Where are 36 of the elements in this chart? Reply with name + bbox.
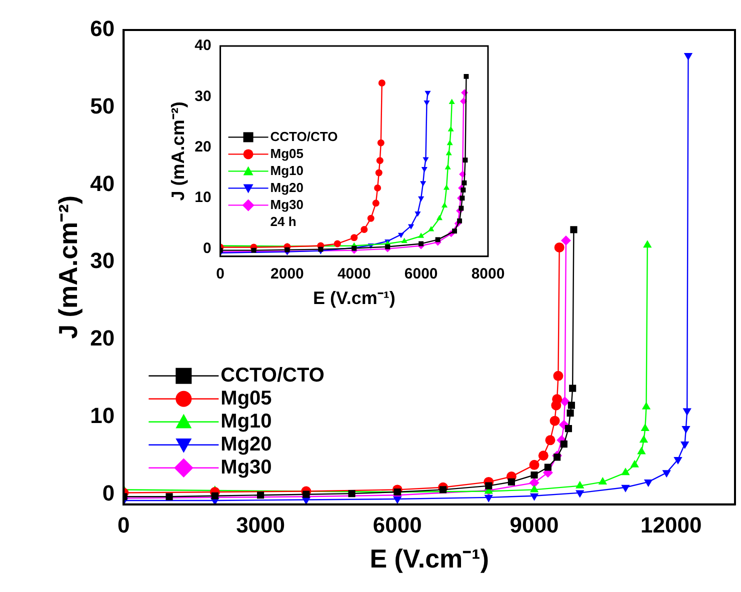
x-tick-label: 3000 bbox=[236, 512, 286, 538]
legend-label: CCTO/CTO bbox=[270, 128, 338, 144]
y-tick-label: 10 bbox=[90, 403, 115, 428]
y-tick-label: 20 bbox=[90, 326, 115, 351]
legend-label: Mg05 bbox=[270, 146, 304, 161]
x-tick-label: 6000 bbox=[404, 266, 438, 283]
x-tick-label: 0 bbox=[216, 266, 224, 283]
legend-label: CCTO/CTO bbox=[220, 364, 324, 386]
legend-label: Mg30 bbox=[220, 456, 272, 478]
y-axis-title: J (mA.cm⁻²) bbox=[168, 102, 188, 201]
y-tick-label: 20 bbox=[194, 138, 212, 156]
x-tick-label: 4000 bbox=[337, 266, 371, 283]
legend-label: Mg20 bbox=[220, 433, 272, 456]
y-tick-label: 50 bbox=[90, 93, 115, 118]
y-tick-label: 0 bbox=[102, 480, 115, 506]
y-axis-title: J (mA.cm⁻²) bbox=[52, 196, 83, 339]
legend-label: Mg10 bbox=[220, 410, 272, 432]
y-tick-label: 0 bbox=[202, 240, 212, 257]
y-tick-label: 60 bbox=[90, 16, 115, 42]
legend-label: Mg10 bbox=[270, 162, 304, 178]
x-tick-label: 9000 bbox=[510, 512, 559, 538]
y-tick-label: 40 bbox=[194, 37, 212, 54]
legend-label: Mg30 bbox=[270, 196, 304, 212]
x-axis-title: E (V.cm⁻¹) bbox=[312, 288, 396, 308]
x-tick-label: 8000 bbox=[471, 266, 505, 283]
x-tick-label: 2000 bbox=[270, 266, 304, 283]
legend-label: Mg20 bbox=[270, 180, 304, 195]
x-tick-label: 6000 bbox=[372, 512, 422, 538]
x-axis-title: E (V.cm⁻¹) bbox=[370, 544, 489, 574]
y-tick-label: 30 bbox=[194, 88, 212, 105]
x-tick-label: 12000 bbox=[640, 512, 702, 538]
legend-label: Mg05 bbox=[220, 387, 272, 410]
y-tick-label: 40 bbox=[90, 170, 115, 196]
y-tick-label: 30 bbox=[90, 248, 115, 274]
y-tick-label: 10 bbox=[194, 189, 212, 206]
annotation: 24 h bbox=[270, 214, 296, 229]
